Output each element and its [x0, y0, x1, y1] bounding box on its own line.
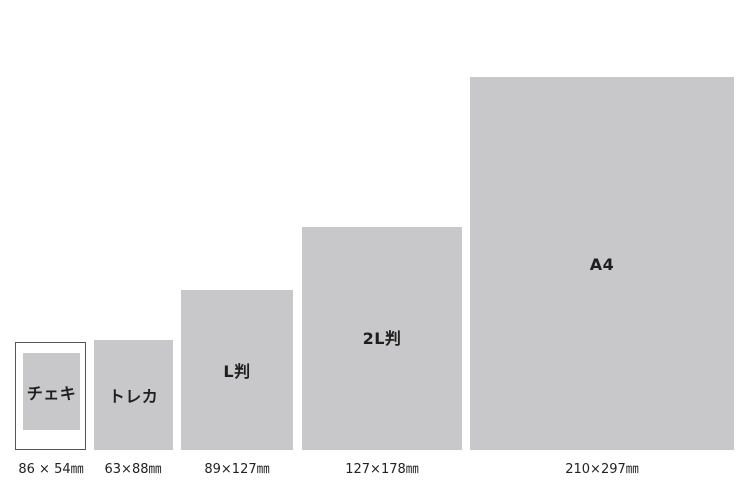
toreka-card: トレカ [94, 340, 173, 450]
2l-ban-label: 2L判 [362, 328, 402, 348]
l-ban-card: L判 [181, 290, 293, 450]
a4-label: A4 [589, 255, 615, 274]
a4-card: A4 [470, 77, 734, 450]
cheki-label: チェキ [26, 383, 77, 403]
toreka-label: トレカ [108, 387, 159, 406]
l-ban-label: L判 [223, 362, 251, 381]
l-ban-dimension: 89×127㎜ [204, 462, 270, 477]
a4-dimension: 210×297㎜ [565, 462, 639, 477]
toreka-dimension: 63×88㎜ [104, 462, 162, 477]
cheki-dimension: 86 × 54㎜ [18, 462, 84, 477]
2l-ban-card: 2L判 [302, 227, 462, 450]
cheki-frame: チェキ [15, 342, 86, 450]
cheki-photo-area: チェキ [23, 353, 80, 430]
2l-ban-dimension: 127×178㎜ [345, 462, 419, 477]
